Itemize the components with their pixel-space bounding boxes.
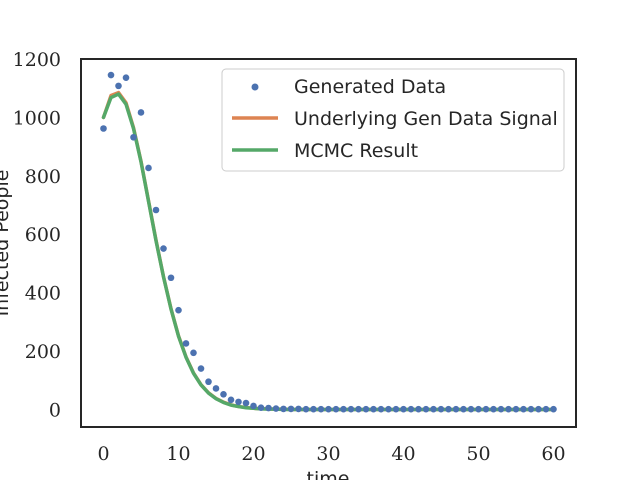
data-point-generated-data	[100, 125, 107, 132]
data-point-generated-data	[475, 405, 482, 413]
data-point-generated-data	[212, 385, 220, 392]
data-point-generated-data	[482, 405, 490, 413]
legend-label-generated-data: Generated Data	[294, 76, 446, 98]
data-point-generated-data	[385, 405, 392, 413]
data-point-generated-data	[362, 405, 370, 413]
legend-box	[221, 68, 565, 172]
data-point-generated-data	[400, 405, 407, 413]
y-tick-label: 0	[49, 399, 61, 421]
y-tick-label: 800	[25, 166, 61, 188]
data-point-generated-data	[460, 405, 467, 413]
data-point-generated-data	[445, 405, 452, 413]
data-point-generated-data	[160, 245, 167, 252]
data-point-generated-data	[130, 133, 137, 141]
data-point-generated-data	[512, 405, 520, 413]
data-point-generated-data	[505, 405, 512, 413]
legend-label-underlying-signal: Underlying Gen Data Signal	[294, 108, 558, 130]
data-point-generated-data	[242, 399, 250, 407]
x-axis-title: time	[307, 468, 350, 480]
data-point-generated-data	[250, 402, 257, 410]
data-point-generated-data	[377, 405, 385, 413]
legend-label-mcmc-result: MCMC Result	[294, 140, 418, 162]
x-tick-label: 20	[241, 443, 265, 465]
data-point-generated-data	[535, 405, 542, 413]
data-point-generated-data	[407, 405, 415, 413]
y-tick-label: 600	[25, 224, 61, 246]
data-point-generated-data	[115, 82, 122, 90]
data-point-generated-data	[325, 405, 332, 413]
data-point-generated-data	[122, 74, 130, 81]
data-point-generated-data	[452, 405, 460, 413]
x-tick-label: 40	[391, 443, 415, 465]
data-point-generated-data	[497, 405, 505, 413]
data-point-generated-data	[280, 405, 287, 413]
data-point-generated-data	[317, 405, 325, 413]
data-point-generated-data	[520, 405, 527, 413]
y-tick-label: 1000	[13, 107, 61, 129]
data-point-generated-data	[392, 405, 400, 413]
x-tick-label: 60	[541, 443, 565, 465]
data-point-generated-data	[467, 405, 475, 413]
data-point-generated-data	[182, 340, 190, 347]
legend-marker-generated-data	[251, 83, 259, 91]
data-point-generated-data	[152, 206, 160, 214]
data-point-generated-data	[422, 405, 430, 413]
y-tick-label: 1200	[13, 49, 61, 71]
y-tick-label: 400	[25, 283, 61, 305]
plot-frame	[80, 58, 577, 428]
data-point-generated-data	[302, 405, 310, 413]
data-point-generated-data	[430, 405, 437, 413]
data-point-generated-data	[137, 109, 145, 116]
y-axis-title: Infected People	[0, 170, 13, 317]
plot-marks	[100, 71, 557, 413]
data-point-generated-data	[415, 405, 422, 413]
data-point-generated-data	[437, 405, 445, 413]
data-point-generated-data	[227, 396, 235, 404]
data-point-generated-data	[235, 398, 242, 406]
data-point-generated-data	[220, 390, 227, 398]
data-point-generated-data	[272, 405, 280, 412]
data-point-generated-data	[490, 405, 497, 413]
data-point-generated-data	[145, 164, 152, 172]
data-point-generated-data	[107, 71, 115, 79]
data-point-generated-data	[550, 405, 557, 413]
data-point-generated-data	[197, 365, 205, 372]
data-point-generated-data	[355, 405, 362, 413]
x-tick-label: 0	[97, 443, 109, 465]
data-point-generated-data	[265, 404, 272, 412]
data-point-generated-data	[332, 405, 340, 413]
data-point-generated-data	[167, 274, 175, 282]
x-tick-label: 30	[316, 443, 340, 465]
data-point-generated-data	[310, 405, 317, 413]
y-tick-label: 200	[25, 341, 61, 363]
data-point-generated-data	[205, 378, 212, 386]
data-point-generated-data	[542, 405, 550, 413]
x-tick-label: 50	[466, 443, 490, 465]
data-point-generated-data	[295, 405, 302, 413]
data-point-generated-data	[175, 306, 182, 314]
data-point-generated-data	[347, 405, 355, 413]
data-point-generated-data	[190, 349, 197, 357]
legend: Generated Data Underlying Gen Data Signa…	[221, 68, 565, 172]
data-point-generated-data	[370, 405, 377, 413]
data-point-generated-data	[257, 404, 265, 412]
data-point-generated-data	[287, 405, 295, 413]
x-tick-label: 10	[166, 443, 190, 465]
data-point-generated-data	[527, 405, 535, 413]
data-point-generated-data	[340, 405, 347, 413]
